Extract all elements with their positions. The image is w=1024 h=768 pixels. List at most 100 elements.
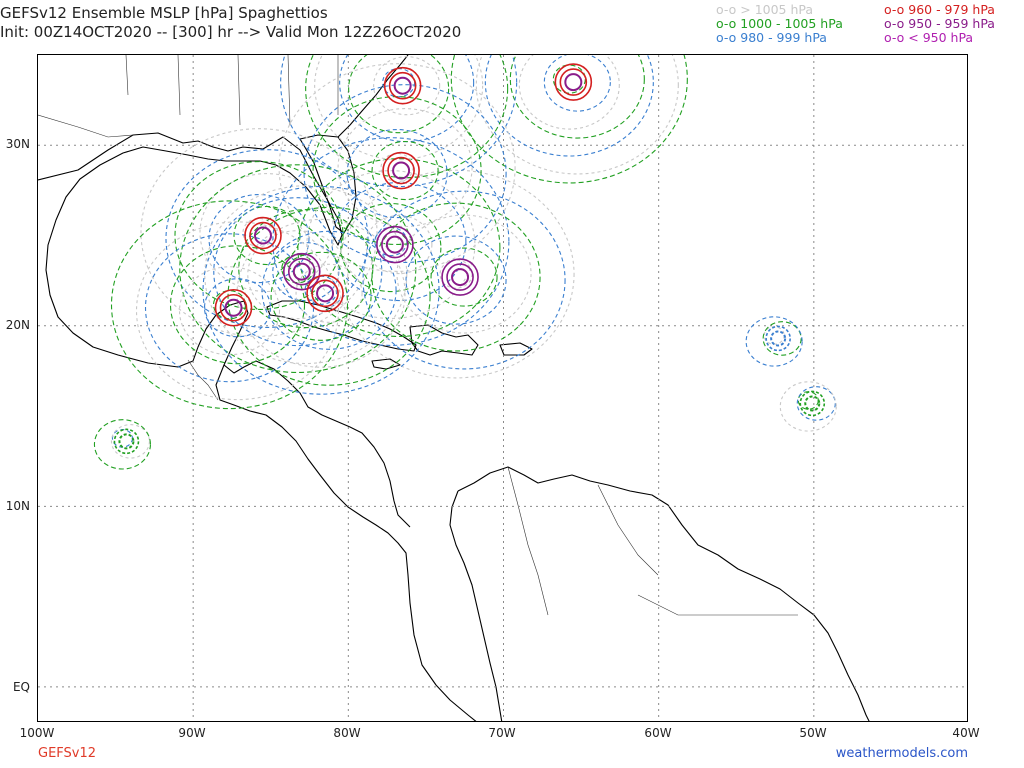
contour-ring <box>202 185 440 395</box>
low-center-ring <box>554 63 593 101</box>
border-us-mexico <box>38 114 134 138</box>
border-venezuela <box>597 484 659 576</box>
contour-ring <box>261 230 397 350</box>
legend-item-980-999: o-o 980 - 999 hPa <box>716 30 827 45</box>
lon-label-40w: 40W <box>952 726 980 740</box>
lon-label-90w: 90W <box>178 726 206 740</box>
contour-ring <box>518 55 620 130</box>
lon-label-80w: 80W <box>333 726 361 740</box>
low-center-ring <box>311 279 339 308</box>
contour-layer <box>93 55 837 470</box>
contour-ring <box>213 197 383 347</box>
source-watermark: weathermodels.com <box>835 746 968 761</box>
low-center-ring <box>224 298 243 317</box>
contour-ring <box>371 202 541 352</box>
contour-ring <box>303 84 507 263</box>
contour-ring <box>140 128 378 337</box>
low-centers <box>113 63 826 455</box>
contour-ring <box>337 169 575 379</box>
low-center-ring <box>770 330 787 347</box>
low-center-ring <box>282 252 321 291</box>
contour-ring <box>179 164 417 374</box>
contour-ring <box>509 55 645 139</box>
low-center-ring <box>219 293 248 322</box>
landmass-central-america-east <box>223 360 411 528</box>
low-center-ring <box>451 268 470 287</box>
low-center-ring <box>306 274 344 313</box>
contour-ring <box>337 108 473 228</box>
lon-label-100w: 100W <box>19 726 55 740</box>
contour-ring <box>331 182 467 302</box>
low-center-ring <box>381 230 409 259</box>
contour-ring <box>270 251 372 341</box>
low-center-ring <box>388 71 417 100</box>
low-center-ring <box>292 262 311 281</box>
contour-ring <box>135 221 340 401</box>
legend-item-1000-1005: o-o 1000 - 1005 hPa <box>716 16 843 31</box>
legend-item-960-979: o-o 960 - 979 hPa <box>884 2 995 17</box>
contour-ring <box>365 214 433 275</box>
contour-ring <box>484 55 654 157</box>
contour-ring <box>278 63 516 272</box>
legend-item-950-959: o-o 950 - 959 hPa <box>884 16 995 31</box>
low-center-ring <box>799 390 826 417</box>
legend-left: o-o > 1005 hPa o-o 1000 - 1005 hPa o-o 9… <box>716 3 843 45</box>
low-center-ring <box>393 76 412 95</box>
landmass-gulf-coast-mexico <box>38 132 477 721</box>
low-center-ring <box>392 161 411 180</box>
contour-ring <box>280 55 518 188</box>
low-center-ring <box>316 284 335 303</box>
contour-ring <box>346 128 448 219</box>
title-line-2: Init: 00Z14OCT2020 -- [300] hr --> Valid… <box>0 23 462 41</box>
contour-ring <box>475 55 679 175</box>
contour-ring <box>203 278 272 338</box>
lon-label-60w: 60W <box>644 726 672 740</box>
lat-label-10n: 10N <box>5 499 30 513</box>
contour-ring <box>371 140 439 201</box>
low-center-ring <box>376 225 414 264</box>
contour-ring <box>236 218 406 368</box>
lon-label-50w: 50W <box>799 726 827 740</box>
contour-ring <box>110 200 349 410</box>
contour-ring <box>272 137 510 346</box>
landmass-puerto-rico <box>499 342 533 356</box>
legend-item-lt950: o-o < 950 hPa <box>884 30 974 45</box>
contour-ring <box>779 381 837 432</box>
map-title: GEFSv12 Ensemble MSLP [hPa] Spaghettios … <box>0 4 461 42</box>
low-center-ring <box>118 433 135 450</box>
low-center-ring <box>765 325 791 352</box>
landmass-jamaica <box>371 358 401 370</box>
map-panel <box>37 54 968 722</box>
low-center-ring <box>387 156 415 185</box>
contour-ring <box>204 185 408 365</box>
contour-ring <box>348 55 450 134</box>
contour-ring <box>762 321 802 356</box>
border-brazil <box>637 594 798 616</box>
contour-ring <box>430 247 498 307</box>
landmass-florida <box>299 134 357 234</box>
low-center-ring <box>446 263 474 291</box>
contour-ring <box>796 386 836 421</box>
contour-ring <box>295 263 363 323</box>
contour-ring <box>405 235 507 325</box>
contour-ring <box>450 55 688 184</box>
lat-label-30n: 30N <box>5 137 30 151</box>
landmass-south-america-west <box>449 490 503 721</box>
contour-ring <box>297 158 501 337</box>
model-name-label: GEFSv12 <box>38 746 97 761</box>
contour-ring <box>199 173 335 293</box>
landmass-hispaniola <box>409 324 479 356</box>
contour-ring <box>373 56 441 116</box>
low-center-ring <box>385 235 404 254</box>
contour-ring <box>208 193 310 284</box>
contour-ring <box>305 55 509 179</box>
low-center-ring <box>214 288 253 327</box>
contour-ring <box>227 206 431 386</box>
contour-ring <box>110 424 150 459</box>
low-center-ring <box>441 258 479 296</box>
contour-ring <box>169 245 306 365</box>
landmass-south-america <box>457 466 870 721</box>
low-center-ring <box>382 151 420 190</box>
border-us-states <box>125 55 339 126</box>
lat-label-20n: 20N <box>5 318 30 332</box>
